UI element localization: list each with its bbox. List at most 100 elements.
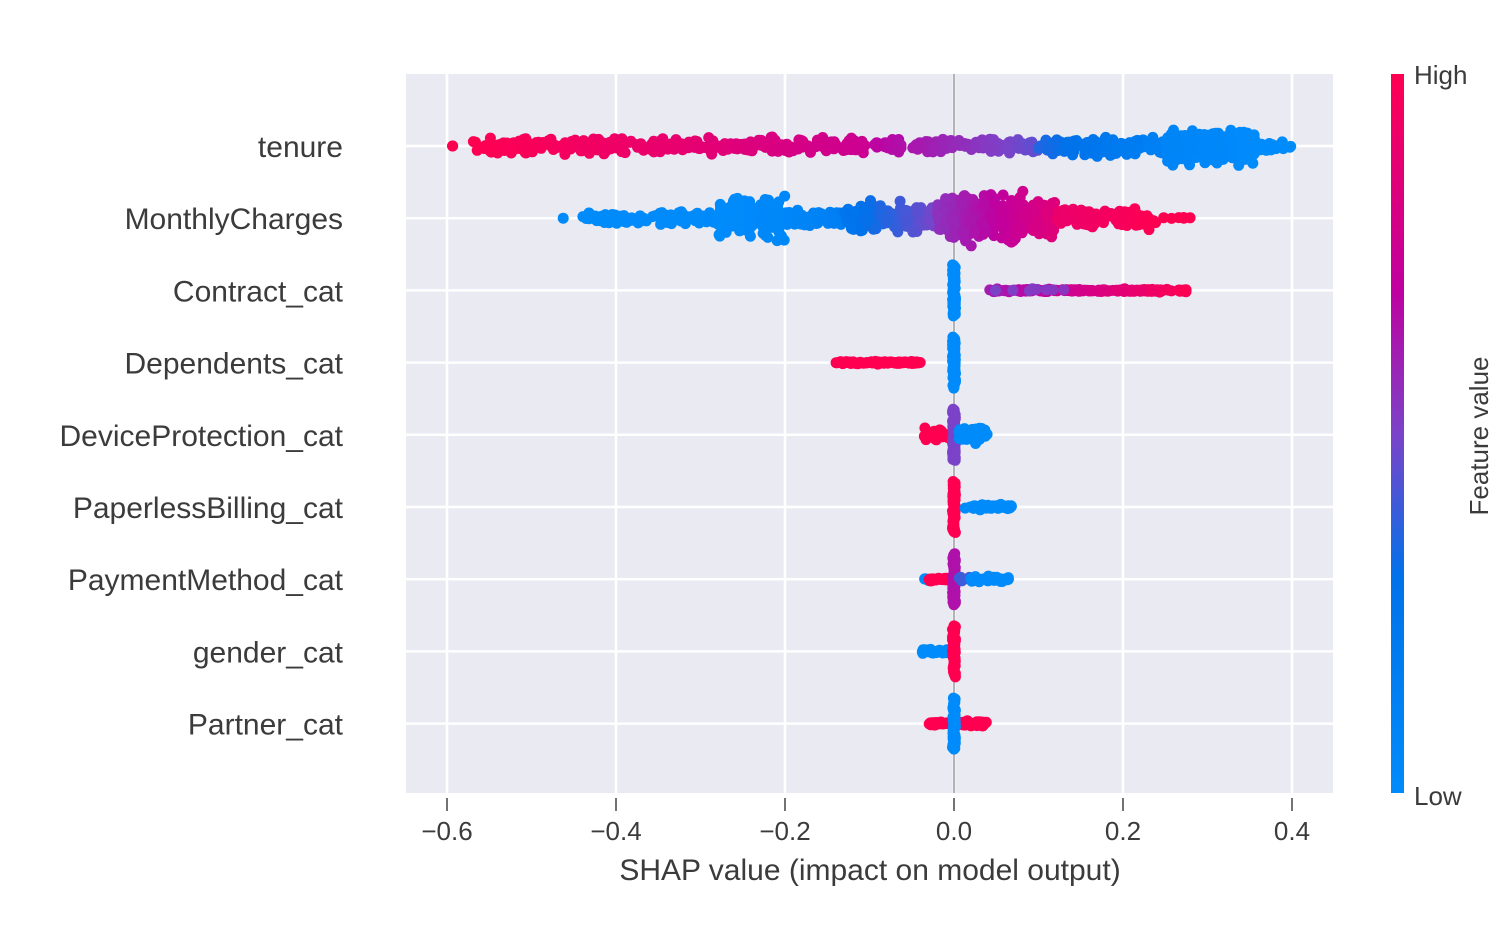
shap-point [692,213,704,225]
shap-point [704,144,716,156]
shap-point [583,207,595,219]
shap-point [844,144,856,155]
shap-point [1215,144,1227,156]
shap-point [755,199,767,211]
shap-point [1158,212,1170,224]
shap-point [974,501,986,513]
shap-point [1238,138,1250,150]
shap-point [1005,500,1017,512]
shap-point [1150,141,1162,153]
shap-point [1040,284,1052,296]
shap-point [492,147,504,159]
shap-point [845,357,857,369]
shap-point [1166,212,1178,224]
shap-point [946,142,958,154]
shap-point [948,382,960,394]
shap-point [860,214,872,226]
shap-point [669,139,681,151]
shap-point [924,429,936,440]
shap-point [1042,144,1054,156]
shap-point [730,138,742,150]
shap-point [1048,137,1060,149]
shap-point [1091,150,1103,162]
shap-point [1196,143,1208,155]
shap-point [875,357,887,369]
shap-point [974,717,986,729]
shap-point [898,204,910,216]
shap-point [1239,151,1251,163]
shap-point [1031,217,1043,229]
x-axis-ticks: −0.6 −0.4 −0.2 0.0 0.2 0.4 [421,798,1310,846]
shap-point [1134,285,1146,297]
shap-point [912,206,923,218]
shap-point [948,743,960,755]
shap-point [883,137,895,149]
shap-point [1089,209,1101,221]
shap-point [1161,283,1173,295]
shap-point [966,717,978,729]
x-axis-label: SHAP value (impact on model output) [619,854,1120,887]
shap-point [949,527,961,538]
shap-point [1147,284,1159,296]
shap-point [746,145,758,157]
shap-point [949,671,961,683]
shap-point [946,215,958,226]
shap-point [986,573,998,585]
x-tick-label: −0.2 [759,816,810,846]
shap-point [720,202,731,214]
shap-point [1078,142,1090,154]
shap-point [978,140,990,152]
shap-point [953,135,965,146]
shap-point [717,145,729,156]
feature-label: gender_cat [193,636,344,669]
shap-point [825,211,837,223]
shap-point [805,146,816,158]
shap-point [956,574,968,586]
shap-point [990,284,1001,296]
shap-point [733,194,745,206]
shap-point [1013,197,1025,209]
shap-point [990,500,1002,512]
shap-point [976,216,988,228]
shap-point [599,217,610,228]
shap-point [948,599,960,611]
shap-point [917,647,929,659]
shap-point [997,216,1009,228]
shap-point [719,212,731,224]
x-tick-label: 0.2 [1105,816,1141,846]
shap-point [1033,142,1045,154]
shap-point [1248,131,1259,142]
shap-point [559,148,571,160]
shap-point [920,136,932,147]
shap-point [968,141,980,153]
shap-point [989,197,1001,209]
shap-point [955,197,967,209]
shap-point [1004,147,1015,159]
shap-point [889,357,901,369]
shap-point [947,310,959,322]
shap-point [997,189,1009,201]
shap-point [734,209,746,221]
shap-point [1058,284,1070,296]
shap-point [1285,140,1297,152]
shap-point [1112,209,1124,221]
shap-point [680,210,692,222]
shap-point [995,573,1007,585]
shap-point [517,141,529,153]
shap-point [559,137,571,149]
shap-point [868,357,880,369]
shap-point [1007,284,1019,296]
colorbar-low-label: Low [1414,781,1462,811]
feature-label: tenure [258,131,343,164]
shap-point [1110,147,1122,159]
shap-point [789,210,801,222]
x-tick-label: 0.0 [936,816,972,846]
feature-label: MonthlyCharges [125,203,343,236]
shap-point [1164,141,1176,153]
shap-point [906,358,918,369]
feature-label: DeviceProtection_cat [60,420,344,453]
shap-point [799,219,811,231]
shap-point [740,217,752,229]
shap-point [894,195,906,207]
x-tick-label: 0.4 [1274,816,1310,846]
